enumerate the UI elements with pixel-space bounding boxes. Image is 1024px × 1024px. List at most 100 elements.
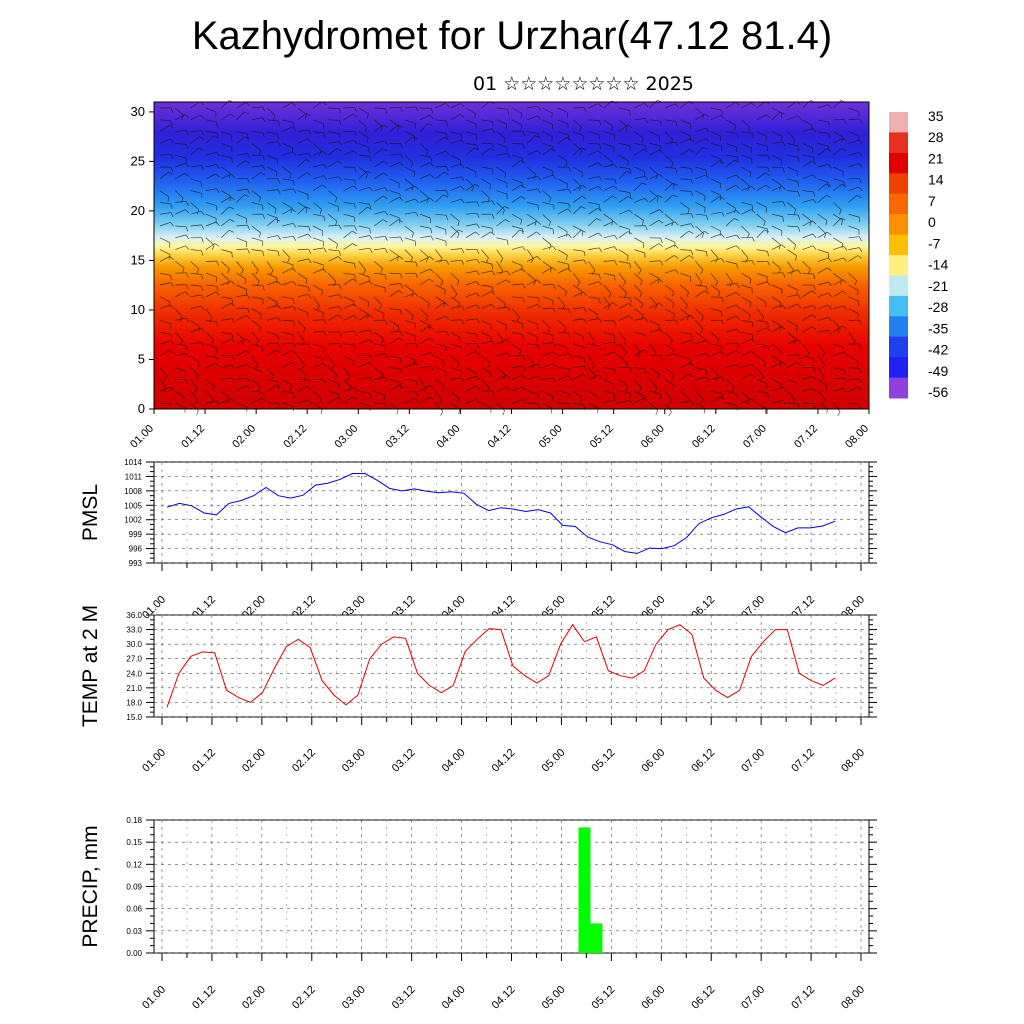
wind-barb xyxy=(343,150,354,156)
wind-barb-flag xyxy=(491,200,496,206)
wind-barb xyxy=(389,283,401,286)
wind-barb-flag xyxy=(567,208,572,213)
wind-barb-flag xyxy=(705,174,710,179)
wind-barb xyxy=(557,119,569,125)
wind-barb-flag xyxy=(638,269,642,275)
wind-barb-flag xyxy=(230,173,236,178)
wind-barb xyxy=(588,143,600,145)
wind-barb xyxy=(817,225,827,234)
wind-barb-flag xyxy=(720,115,725,120)
wind-barb-flag xyxy=(553,377,557,383)
wind-barb xyxy=(802,174,813,180)
wind-barb xyxy=(572,373,583,380)
wind-barb-flag xyxy=(705,339,710,344)
wind-barb-flag xyxy=(793,209,797,215)
wind-barb-flag xyxy=(701,233,704,239)
wind-barb xyxy=(419,308,429,317)
wind-barb xyxy=(557,343,569,349)
wind-barb-flag xyxy=(334,374,338,380)
wind-barb-flag xyxy=(369,228,371,234)
wind-barb-flag xyxy=(262,106,266,112)
wind-barb-flag xyxy=(705,251,708,257)
wind-barb-flag xyxy=(721,346,723,352)
wind-barb xyxy=(741,373,752,380)
wind-barb-flag xyxy=(201,274,204,280)
wind-barb xyxy=(267,235,278,239)
wind-barb xyxy=(205,379,215,387)
wind-barb-flag xyxy=(185,130,189,135)
wind-barb-flag xyxy=(457,398,460,404)
wind-barb-flag xyxy=(194,388,198,393)
wind-barb xyxy=(771,361,782,368)
x-tick-label: 03.00 xyxy=(332,423,360,451)
wind-barb-flag xyxy=(812,128,817,133)
wind-barb xyxy=(603,331,615,336)
wind-barb xyxy=(588,308,598,315)
wind-barb xyxy=(618,249,629,256)
wind-barb xyxy=(175,201,187,203)
wind-barb xyxy=(419,268,431,274)
wind-barb-flag xyxy=(614,393,616,399)
wind-barb-flag xyxy=(719,196,725,200)
wind-barb-flag xyxy=(552,174,557,179)
wind-barb xyxy=(649,390,661,395)
wind-barb-flag xyxy=(453,293,458,299)
wind-barb xyxy=(190,165,202,168)
wind-barb-flag xyxy=(491,214,495,220)
wind-barb-flag xyxy=(445,315,450,321)
wind-barb xyxy=(358,354,370,357)
wind-barb xyxy=(833,237,843,244)
wind-barb-flag xyxy=(338,120,342,126)
wind-barb xyxy=(527,220,538,227)
wind-barb-flag xyxy=(169,386,174,391)
wind-barb-flag xyxy=(400,283,404,288)
colorbar-segment xyxy=(889,132,908,154)
wind-barb xyxy=(465,343,478,345)
wind-barb xyxy=(404,308,414,316)
wind-barb-flag xyxy=(690,168,693,174)
wind-barb xyxy=(817,231,828,239)
wind-barb xyxy=(312,296,320,306)
wind-barb xyxy=(159,202,171,205)
wind-barb-flag xyxy=(658,243,664,247)
wind-barb xyxy=(618,196,629,203)
wind-barb-flag xyxy=(461,377,465,383)
y-tick-label: 5 xyxy=(138,351,145,366)
wind-barb xyxy=(542,213,551,222)
wind-barb-flag xyxy=(736,405,738,411)
wind-barb xyxy=(358,202,370,205)
wind-barb-flag xyxy=(461,305,465,310)
wind-barb xyxy=(787,320,798,327)
wind-barb-flag xyxy=(841,243,844,249)
wind-barb-flag xyxy=(429,174,434,179)
wind-barb xyxy=(664,194,674,203)
wind-barb-flag xyxy=(565,161,568,167)
wind-barb-flag xyxy=(613,185,618,190)
wind-barb xyxy=(527,320,538,325)
wind-barb xyxy=(267,249,279,252)
precip-bar xyxy=(590,923,603,953)
wind-barb xyxy=(404,198,416,203)
wind-barb xyxy=(450,131,462,135)
wind-barb-flag xyxy=(471,186,475,192)
wind-barb-flag xyxy=(534,220,537,226)
wind-barb xyxy=(511,296,523,299)
wind-barb xyxy=(572,147,582,156)
wind-barb-flag xyxy=(721,258,725,263)
wind-barb xyxy=(741,260,753,262)
wind-barb-flag xyxy=(598,150,603,155)
precip-y-label: 0.09 xyxy=(126,883,142,892)
wind-barb xyxy=(741,236,753,239)
wind-barb xyxy=(450,163,462,168)
wind-barb xyxy=(634,390,645,397)
wind-barb-flag xyxy=(348,387,352,392)
wind-barb xyxy=(312,119,324,125)
wind-barb-flag xyxy=(338,394,340,400)
wind-barb-flag xyxy=(599,120,602,126)
wind-barb xyxy=(634,367,646,370)
wind-barb-flag xyxy=(411,315,414,321)
wind-barb xyxy=(725,350,736,357)
wind-barb xyxy=(572,166,583,173)
wind-barb-flag xyxy=(258,232,261,238)
wind-barb-flag xyxy=(705,138,710,142)
